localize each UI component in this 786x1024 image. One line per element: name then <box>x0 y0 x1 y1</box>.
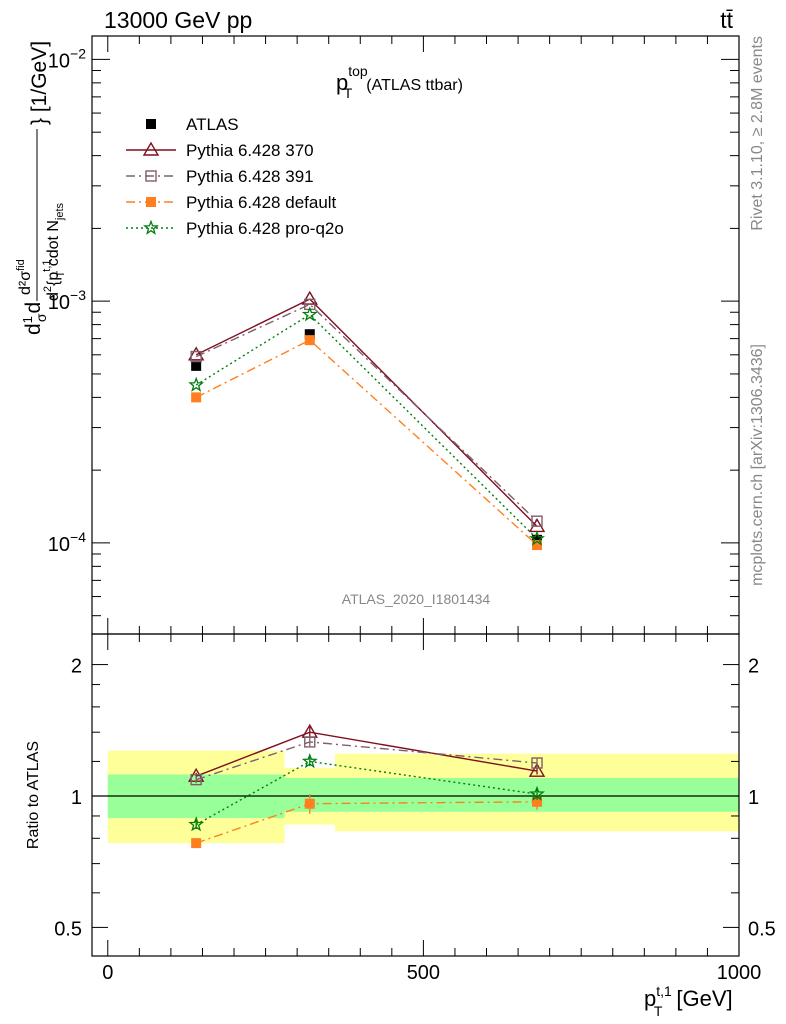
legend-label: ATLAS <box>186 115 239 134</box>
x-label-main: p <box>644 986 656 1011</box>
ratio-y-label: Ratio to ATLAS <box>25 741 42 849</box>
legend-label: Pythia 6.428 default <box>186 193 337 212</box>
main-series-lines <box>195 298 538 546</box>
main-series-markers <box>187 290 546 551</box>
ylabel-frac-bottom: {p <box>45 272 62 286</box>
ratio-data-point <box>304 736 316 748</box>
ratio-data-point <box>528 762 546 777</box>
legend-marker <box>145 170 157 182</box>
main-data-point <box>301 290 318 305</box>
ratio-y-tick-label: 0.5 <box>54 918 82 940</box>
analysis-watermark: ATLAS_2020_I1801434 <box>342 591 491 607</box>
main-data-point <box>532 534 543 545</box>
ratio-uncertainty-bands <box>107 750 739 844</box>
main-series-line <box>195 339 538 546</box>
ratio-x-ticks: 0 500 1000 <box>102 634 761 984</box>
x-tick-label: 1000 <box>717 962 762 984</box>
svg-text:d1σd: d1σd <box>20 302 49 335</box>
main-data-point <box>187 346 205 361</box>
plot-title-suffix: (ATLAS ttbar) <box>366 77 463 94</box>
ratio-y-tick-label-right: 2 <box>748 656 759 678</box>
ylabel-frac-bottom: t,1 <box>41 259 53 271</box>
svg-text:d2{pt,1T cdot Njets: d2{pt,1T cdot Njets <box>41 202 67 301</box>
ylabel-frac-bottom: 2 <box>42 286 54 292</box>
plot-title-main: p <box>336 70 348 95</box>
main-y-tick-label: 10−4 <box>48 529 86 556</box>
ratio-y-tick-label-right: 0.5 <box>748 918 776 940</box>
ylabel-frac-bottom: d <box>45 292 62 301</box>
mcplots-label: mcplots.cern.ch [arXiv:1306.3436] <box>749 344 766 586</box>
x-tick-label: 0 <box>102 962 113 984</box>
main-x-ticks <box>107 36 740 634</box>
ratio-y-tick-label: 2 <box>71 656 82 678</box>
ylabel-part: d <box>22 323 45 335</box>
legend-marker <box>142 141 160 156</box>
main-y-tick-label: 10−2 <box>48 45 86 72</box>
legend: ATLAS Pythia 6.428 370 Pythia 6.428 391 Pyt… <box>126 115 344 238</box>
main-y-label: d1σd d²σfid d2{pt,1T cdot Njets } [1/GeV… <box>15 41 67 335</box>
ratio-y-ticks: 0.5 0.5 1 1 2 2 <box>54 656 776 941</box>
main-series-line <box>195 313 538 540</box>
plot-title: ptop T (ATLAS ttbar) <box>336 63 463 101</box>
x-axis-label: pt,1 T [GeV] <box>644 983 733 1019</box>
legend-label: Pythia 6.428 370 <box>186 141 314 160</box>
ylabel-frac-bottom: T <box>55 270 67 277</box>
legend-marker <box>146 197 156 207</box>
main-data-point <box>301 306 318 322</box>
ylabel-part: d <box>22 302 45 314</box>
legend-marker <box>143 219 159 235</box>
ratio-y-tick-label-right: 1 <box>748 787 759 809</box>
x-label-sup: t,1 <box>656 983 672 999</box>
main-series-line <box>195 303 538 522</box>
x-tick-label: 500 <box>407 962 440 984</box>
ratio-data-point <box>304 798 315 809</box>
legend-label: Pythia 6.428 pro-q2o <box>186 219 344 238</box>
ratio-y-tick-label: 1 <box>71 787 82 809</box>
process-label: tt̄ <box>720 7 733 33</box>
ylabel-part: 1 <box>20 316 35 323</box>
ratio-series-markers <box>187 723 546 849</box>
main-y-tick-label: 10−3 <box>48 287 86 314</box>
svg-text:d²σfid: d²σfid <box>15 259 34 295</box>
ratio-panel: 0.5 0.5 1 1 2 2 0 500 1000 Ratio to ATLAS pt,1 T… <box>25 633 776 1019</box>
main-series-line <box>195 298 538 527</box>
ratio-frame <box>91 633 740 957</box>
ratio-data-point <box>191 838 202 849</box>
main-data-point <box>188 376 205 392</box>
main-data-point <box>304 329 315 340</box>
ylabel-frac-top-sup: fid <box>15 259 27 271</box>
ratio-data-point <box>190 773 202 786</box>
ratio-data-point <box>188 816 205 832</box>
ylabel-frac-top: d²σ <box>17 271 34 295</box>
plot-title-sub: T <box>344 85 353 101</box>
x-label-unit: [GeV] <box>676 986 732 1011</box>
main-data-point <box>529 530 545 546</box>
ratio-data-point <box>301 753 318 769</box>
ratio-data-point <box>532 796 543 807</box>
main-data-point <box>190 350 202 363</box>
ratio-data-point <box>531 757 543 769</box>
main-data-point <box>531 515 543 527</box>
rivet-label: Rivet 3.1.10, ≥ 2.8M events <box>749 36 766 231</box>
ylabel-frac-bottom: cdot N <box>45 220 62 271</box>
main-data-point <box>191 360 202 371</box>
x-label-sub: T <box>654 1003 663 1019</box>
ylabel-unit: } [1/GeV] <box>28 41 51 125</box>
main-panel: 10−4 10−3 10−2 ptop T (ATLAS ttbar) ATLAS_20… <box>15 35 740 635</box>
main-data-point <box>304 335 315 346</box>
energy-label: 13000 GeV pp <box>104 7 252 33</box>
main-data-point <box>191 392 202 403</box>
ylabel-frac-bottom: jets <box>54 202 66 221</box>
main-y-ticks: 10−4 10−3 10−2 <box>48 45 739 617</box>
ratio-data-point <box>529 785 545 801</box>
legend-label: Pythia 6.428 391 <box>186 167 314 186</box>
ylabel-part: σ <box>33 313 49 322</box>
legend-marker <box>146 119 156 129</box>
main-data-point <box>532 540 543 551</box>
plot-title-sup: top <box>348 63 368 79</box>
